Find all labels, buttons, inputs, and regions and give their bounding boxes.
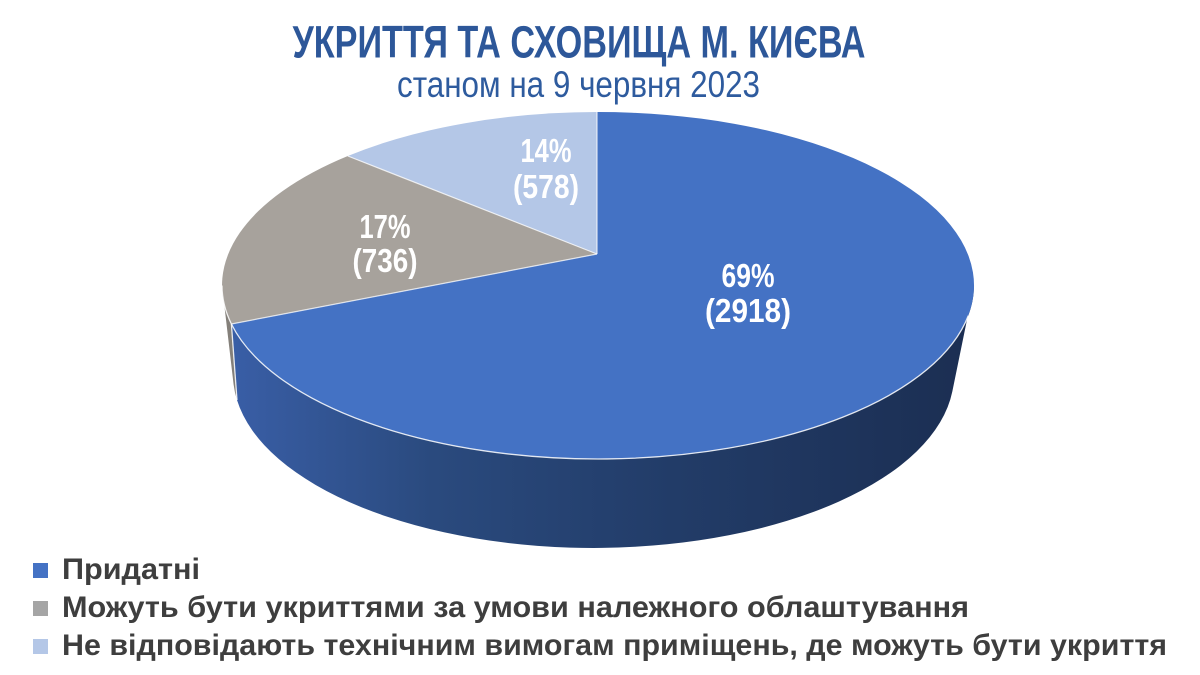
svg-text:(578): (578) (513, 168, 579, 205)
svg-text:УКРИТТЯ ТА СХОВИЩА М. КИЄВА: УКРИТТЯ ТА СХОВИЩА М. КИЄВА (293, 18, 866, 68)
svg-text:69%: 69% (722, 257, 775, 294)
svg-text:Можуть бути укриттями за умови: Можуть бути укриттями за умови належного… (62, 591, 969, 624)
svg-text:(736): (736) (353, 242, 418, 279)
svg-text:14%: 14% (521, 132, 572, 169)
svg-text:17%: 17% (360, 208, 411, 245)
svg-text:Не відповідають технічним вимо: Не відповідають технічним вимогам приміщ… (62, 629, 1167, 662)
svg-text:Придатні: Придатні (62, 553, 200, 586)
svg-text:станом на 9 червня 2023: станом на 9 червня 2023 (397, 64, 760, 106)
svg-text:(2918): (2918) (705, 292, 791, 329)
